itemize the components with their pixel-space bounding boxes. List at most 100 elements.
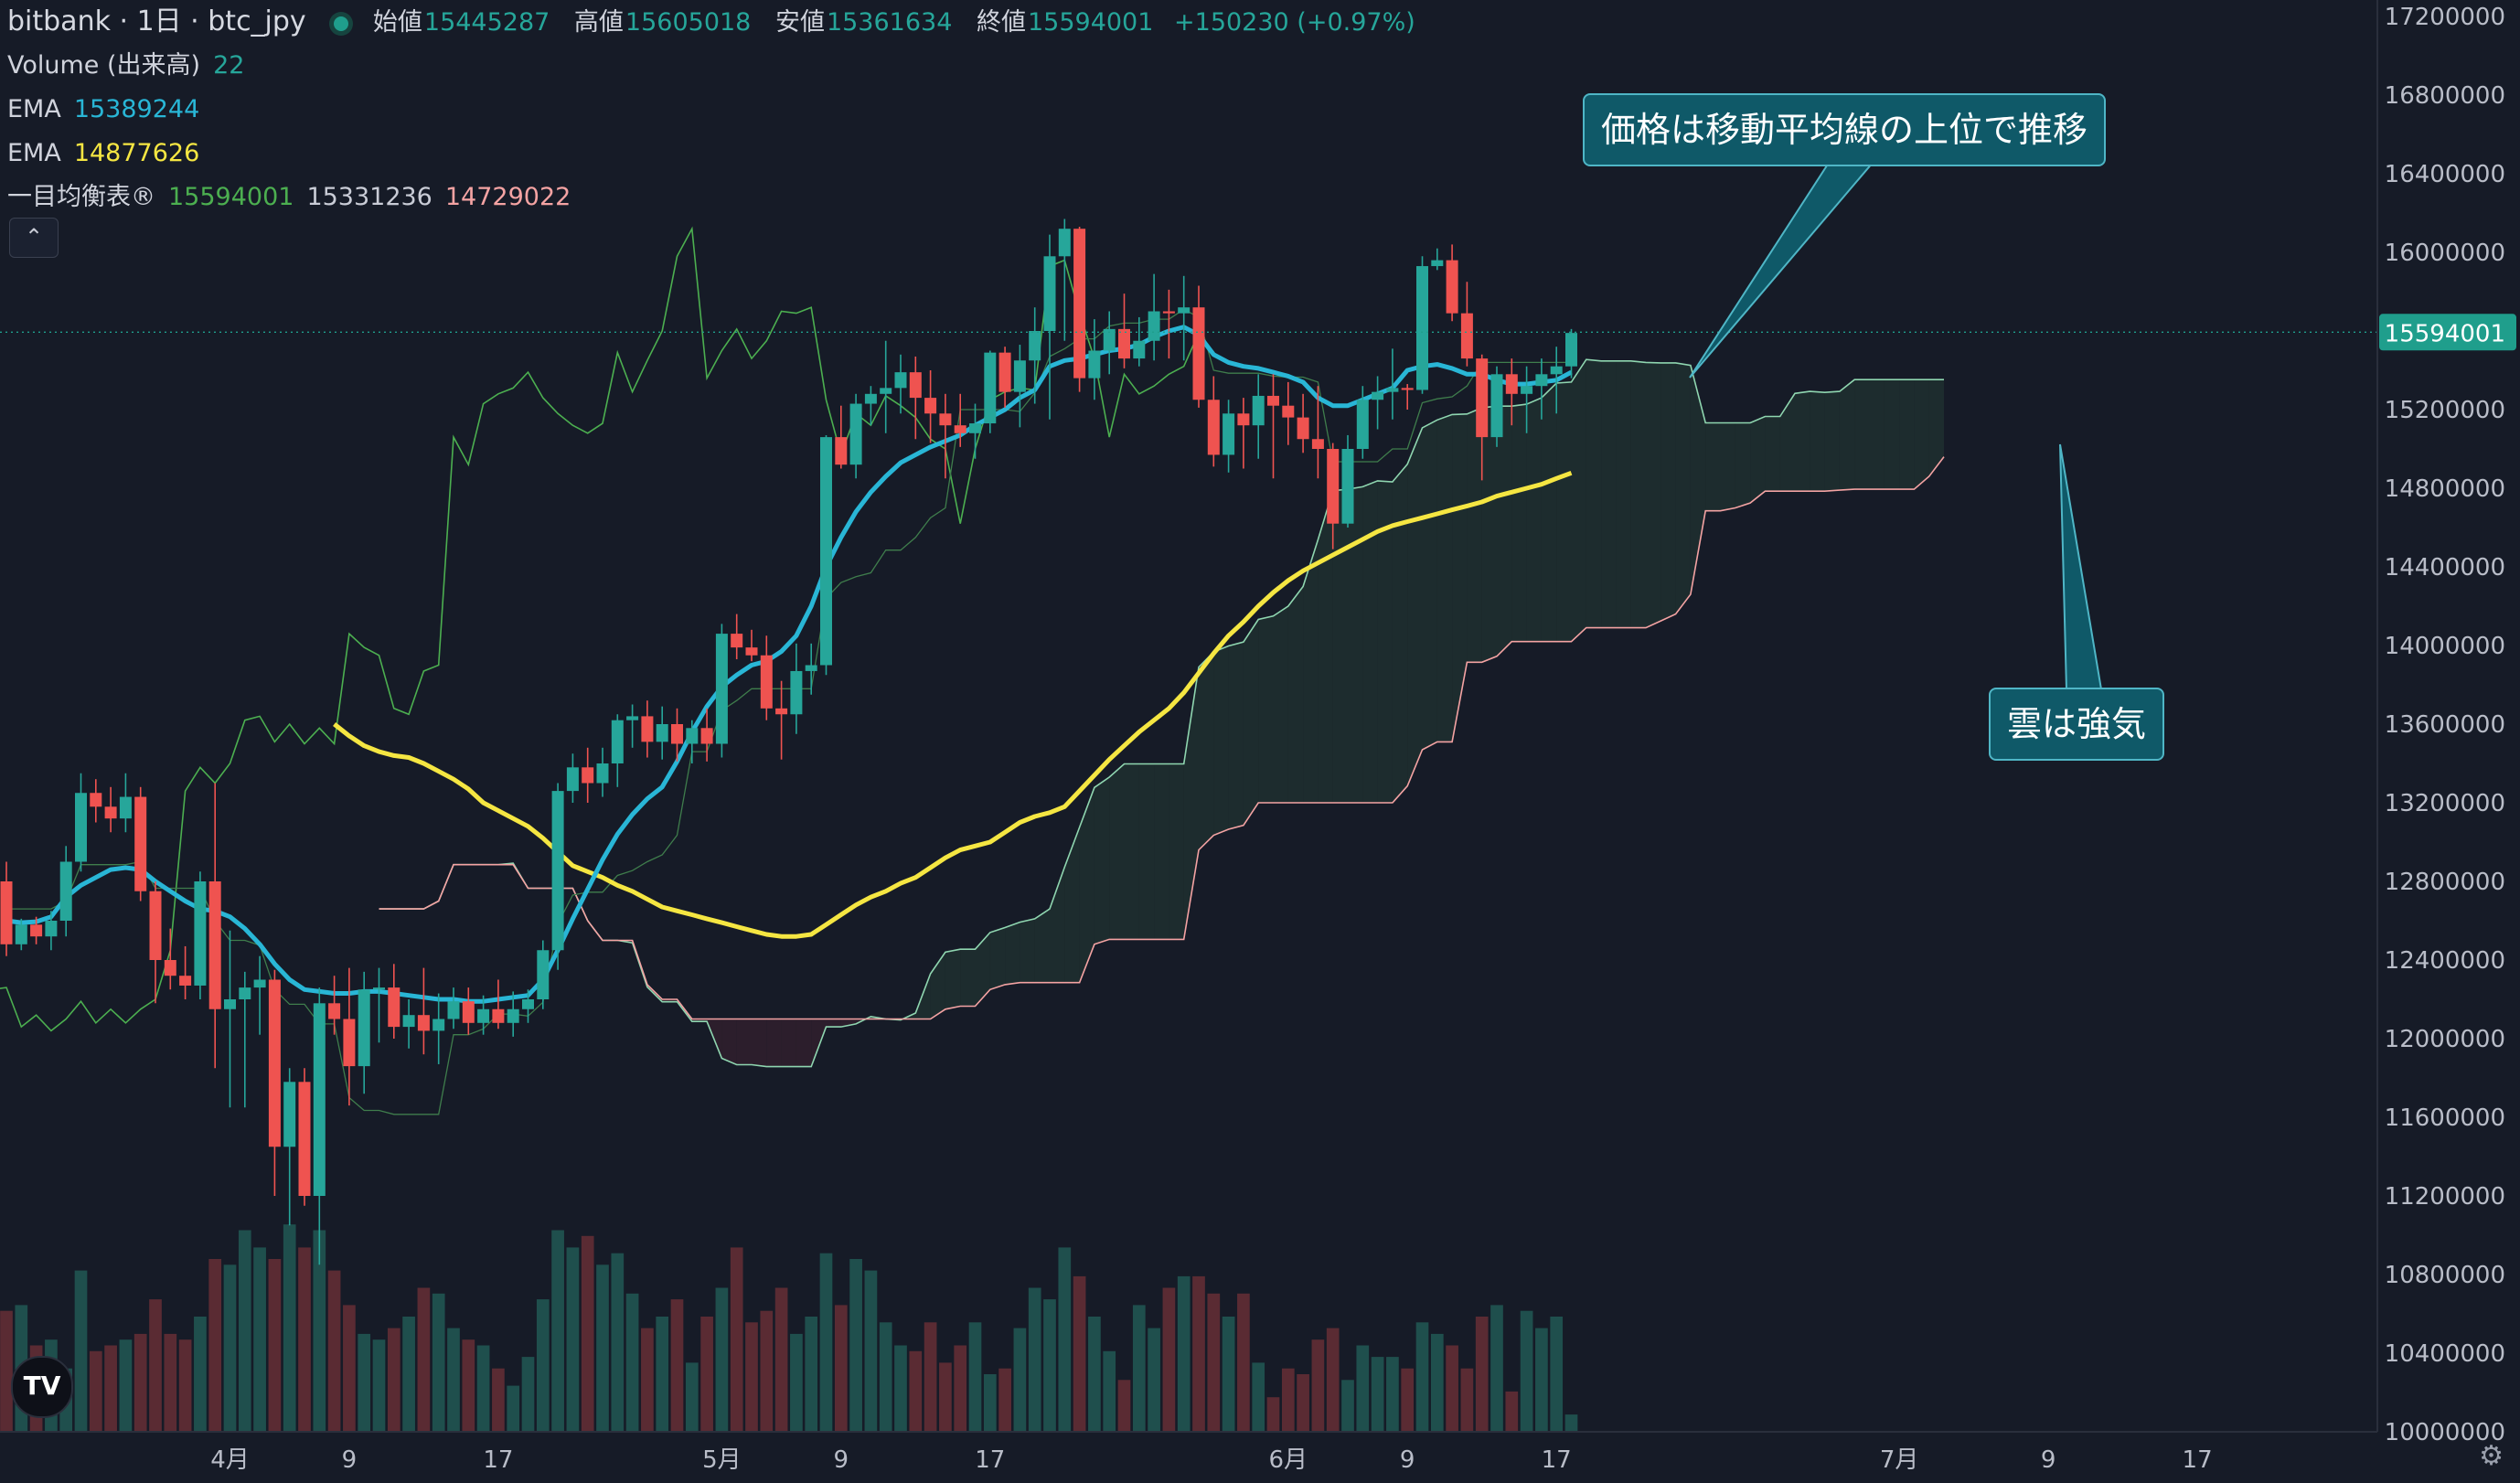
annotation-cloud[interactable]: 雲は強気 xyxy=(1989,688,2165,761)
legend-volume[interactable]: Volume (出来高) 22 xyxy=(7,44,1415,88)
cloud-segment xyxy=(1303,539,1319,803)
ema-slow-label: EMA xyxy=(7,139,61,167)
candle-body xyxy=(954,425,966,433)
candle-body xyxy=(1565,333,1577,367)
y-tick-label: 11600000 xyxy=(2385,1104,2505,1132)
candle-body xyxy=(671,724,683,744)
cloud-segment xyxy=(975,932,990,1007)
candle-body xyxy=(880,388,892,394)
volume-bar xyxy=(432,1293,445,1432)
volume-bar xyxy=(1430,1333,1444,1432)
legend-ema-slow[interactable]: EMA 14877626 xyxy=(7,132,1415,176)
cloud-segment xyxy=(1779,393,1795,492)
cloud-segment xyxy=(752,1019,767,1067)
cloud-segment xyxy=(1392,464,1408,803)
volume-bar xyxy=(954,1345,967,1432)
candle-body xyxy=(1311,439,1324,449)
cloud-segment xyxy=(1839,379,1855,491)
cloud-segment xyxy=(1034,909,1050,983)
cloud-segment xyxy=(1511,404,1527,642)
volume-bar xyxy=(1266,1397,1280,1432)
volume-bar xyxy=(327,1270,341,1432)
volume-bar xyxy=(1535,1328,1548,1432)
candle-body xyxy=(582,767,594,784)
volume-bar xyxy=(298,1247,311,1432)
candle-body xyxy=(715,634,728,744)
y-tick-label: 15200000 xyxy=(2385,397,2505,424)
candle-body xyxy=(1416,266,1428,390)
cloud-segment xyxy=(945,949,961,1009)
volume-bar xyxy=(208,1259,222,1432)
x-tick-label: 7月 xyxy=(1880,1446,1919,1474)
volume-bar xyxy=(939,1362,952,1432)
volume-bar xyxy=(253,1247,266,1432)
volume-bar xyxy=(462,1339,475,1432)
volume-bar xyxy=(1505,1391,1519,1432)
close-label: 終値 xyxy=(976,8,1026,37)
candle-body xyxy=(90,793,102,807)
candle-body xyxy=(0,881,13,944)
candle-body xyxy=(208,881,221,1009)
cloud-segment xyxy=(1616,360,1631,628)
cloud-segment xyxy=(1660,362,1676,622)
cloud-segment xyxy=(1407,427,1423,786)
symbol-row: bitbank · 1日 · btc_jpy 始値15445287 高値1560… xyxy=(7,0,1415,44)
volume-bar xyxy=(1520,1310,1533,1432)
cloud-segment xyxy=(1899,379,1915,490)
candle-body xyxy=(611,720,624,763)
candle-body xyxy=(566,767,579,792)
volume-bar xyxy=(1103,1350,1116,1432)
cloud-segment xyxy=(1750,416,1766,504)
candle-body xyxy=(1192,307,1205,400)
volume-bar xyxy=(178,1339,192,1432)
cloud-segment xyxy=(1690,365,1706,595)
candle-body xyxy=(760,655,773,709)
ichimoku-cloud xyxy=(423,359,1944,1067)
gear-icon[interactable]: ⚙ xyxy=(2479,1440,2504,1472)
tradingview-logo[interactable]: TV xyxy=(11,1356,73,1418)
ichimoku-value-2: 15331236 xyxy=(306,183,432,211)
legend-ema-fast[interactable]: EMA 15389244 xyxy=(7,88,1415,132)
x-tick-label: 9 xyxy=(1400,1446,1415,1474)
candle-body xyxy=(343,1019,356,1067)
volume-bar xyxy=(1162,1287,1176,1432)
x-tick-label: 5月 xyxy=(702,1446,742,1474)
low-label: 安値 xyxy=(774,8,825,37)
x-tick-label: 17 xyxy=(975,1446,1005,1474)
candle-body xyxy=(626,716,639,720)
y-tick-label: 10800000 xyxy=(2385,1262,2505,1289)
candle-body xyxy=(119,796,132,819)
candle-body xyxy=(253,979,266,988)
open-label: 始値 xyxy=(372,8,422,37)
cloud-segment xyxy=(1675,362,1691,614)
cloud-segment xyxy=(1124,763,1139,940)
candle-body xyxy=(268,979,281,1147)
legend-ichimoku[interactable]: 一目均衡表® 15594001 15331236 14729022 xyxy=(7,176,1415,219)
volume-bar xyxy=(730,1247,743,1432)
volume-bar xyxy=(521,1357,535,1432)
cloud-segment xyxy=(1497,406,1512,656)
volume-bar xyxy=(1490,1305,1503,1432)
y-tick-label: 16400000 xyxy=(2385,161,2505,188)
annotation-trend[interactable]: 価格は移動平均線の上位で推移 xyxy=(1583,93,2107,166)
symbol-title[interactable]: bitbank · 1日 · btc_jpy xyxy=(7,5,306,37)
candle-body xyxy=(462,1001,475,1023)
volume-bar xyxy=(879,1322,892,1432)
candle-body xyxy=(656,724,668,742)
cloud-segment xyxy=(1824,391,1840,492)
candle-body xyxy=(104,806,117,819)
cloud-segment xyxy=(1348,486,1363,803)
annotation-trend-pointer xyxy=(1689,162,1875,379)
volume-bar xyxy=(1043,1299,1056,1432)
collapse-legend-button[interactable]: ⌃ xyxy=(9,218,59,258)
volume-bar xyxy=(1386,1357,1399,1432)
y-tick-label: 16800000 xyxy=(2385,82,2505,110)
candle-body xyxy=(1223,413,1235,455)
candle-body xyxy=(745,647,758,656)
candle-body xyxy=(1386,388,1399,392)
x-tick-label: 6月 xyxy=(1269,1446,1308,1474)
cloud-segment xyxy=(1362,480,1378,803)
candle-body xyxy=(984,352,997,424)
